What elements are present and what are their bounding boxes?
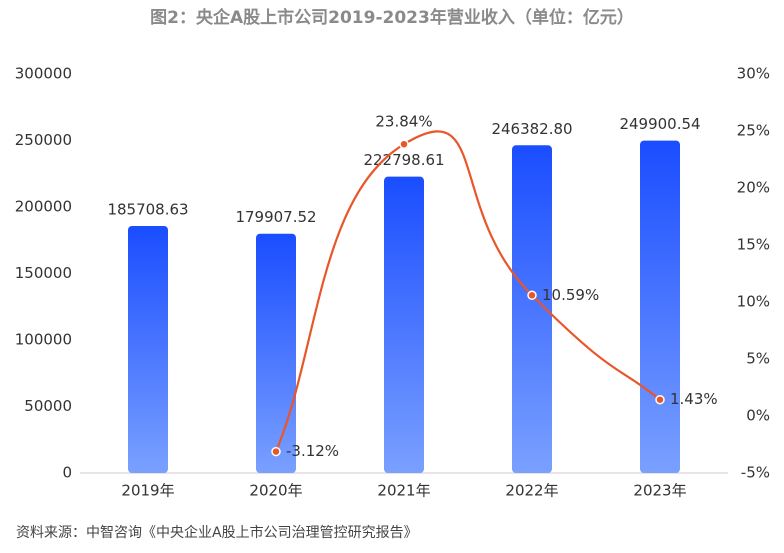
y2-tick-label: 15% <box>737 236 770 254</box>
y2-tick-label: -5% <box>741 464 770 482</box>
y2-tick-label: 0% <box>746 407 770 425</box>
bar-value-label: 249900.54 <box>619 115 700 133</box>
growth-point <box>399 139 409 149</box>
bar <box>256 233 296 473</box>
y-tick-label: 200000 <box>15 198 72 216</box>
x-tick-label: 2020年 <box>249 482 302 500</box>
x-tick-label: 2021年 <box>377 482 430 500</box>
bar <box>384 176 424 473</box>
bar <box>128 226 168 473</box>
y2-tick-label: 5% <box>746 350 770 368</box>
line-value-label: -3.12% <box>286 442 339 460</box>
y-tick-label: 50000 <box>24 397 72 415</box>
x-tick-label: 2023年 <box>633 482 686 500</box>
y-tick-label: 100000 <box>15 331 72 349</box>
bar-value-label: 185708.63 <box>107 201 188 219</box>
y-tick-label: 150000 <box>15 264 72 282</box>
growth-line <box>274 130 661 452</box>
y-tick-label: 300000 <box>15 65 72 83</box>
chart-title: 图2：央企A股上市公司2019-2023年营业收入（单位：亿元） <box>150 7 634 28</box>
growth-point <box>271 446 281 457</box>
bar-value-label: 246382.80 <box>491 120 572 138</box>
line-value-label: 10.59% <box>542 286 599 304</box>
y2-tick-label: 20% <box>737 179 770 197</box>
growth-point <box>655 394 665 405</box>
y2-tick-label: 10% <box>737 293 770 311</box>
growth-point <box>527 290 537 301</box>
line-value-label: 1.43% <box>670 390 718 408</box>
y2-tick-label: 30% <box>737 65 770 83</box>
y2-tick-label: 25% <box>737 122 770 140</box>
bar-value-label: 179907.52 <box>235 208 316 226</box>
source-note: 资料来源：中智咨询《中央企业A股上市公司治理管控研究报告》 <box>16 524 418 541</box>
y-tick-label: 0 <box>62 464 72 482</box>
bar-value-label: 222798.61 <box>363 151 444 169</box>
bar <box>640 140 680 474</box>
line-value-label: 23.84% <box>375 113 432 131</box>
x-tick-label: 2019年 <box>121 482 174 500</box>
bar <box>512 145 552 473</box>
x-tick-label: 2022年 <box>505 482 558 500</box>
y-tick-label: 250000 <box>15 131 72 149</box>
